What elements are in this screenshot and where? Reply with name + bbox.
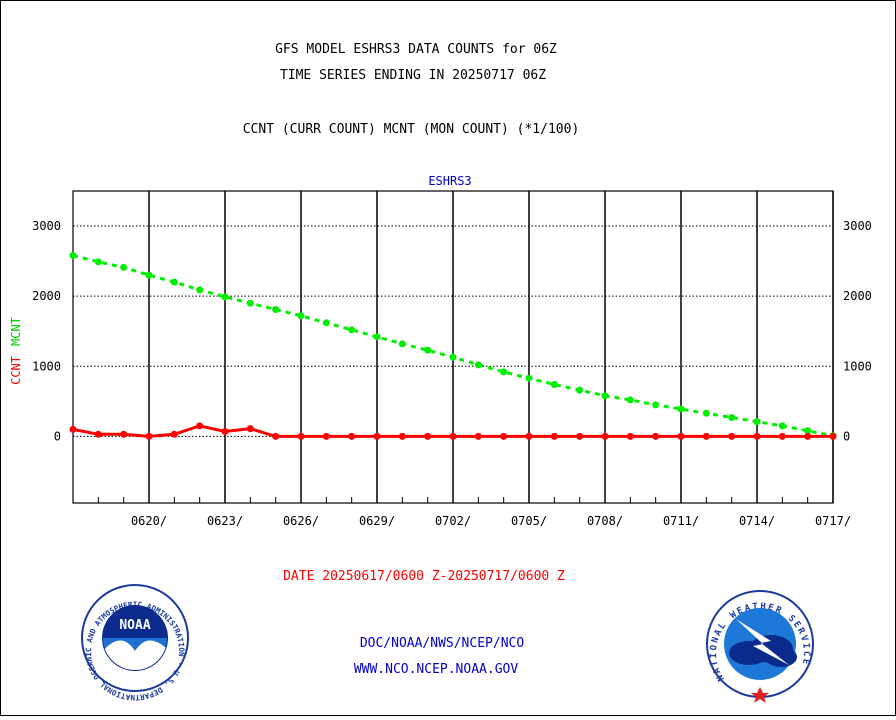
data-point-ccnt [398,432,406,440]
data-point-mcnt [500,368,508,376]
data-point-mcnt [246,299,254,307]
chart-subtitle: CCNT (CURR COUNT) MCNT (MON COUNT) (*1/1… [243,122,580,137]
x-tick-label: 0714/ [739,514,775,528]
data-point-ccnt [525,432,533,440]
data-point-mcnt [652,401,660,409]
data-point-mcnt [145,271,153,279]
data-point-mcnt [753,418,761,426]
data-point-ccnt [322,432,330,440]
x-tick-label: 0629/ [359,514,395,528]
data-point-ccnt [94,430,102,438]
data-point-mcnt [424,346,432,354]
x-tick-label: 0626/ [283,514,319,528]
data-point-mcnt [525,374,533,382]
data-point-mcnt [601,392,609,400]
data-point-mcnt [702,409,710,417]
y-tick-label-right: 1000 [843,359,872,373]
data-point-ccnt [246,425,254,433]
data-point-mcnt [322,319,330,327]
data-point-ccnt [170,430,178,438]
x-tick-label: 0708/ [587,514,623,528]
data-point-ccnt [449,432,457,440]
chart-title-line2: TIME SERIES ENDING IN 20250717 06Z [280,68,546,83]
data-point-ccnt [69,425,77,433]
x-tick-label: 0705/ [511,514,547,528]
date-range-label: DATE 20250617/0600 Z-20250717/0600 Z [283,569,565,584]
data-point-mcnt [94,258,102,266]
x-tick-label: 0702/ [435,514,471,528]
y-tick-label-right: 2000 [843,289,872,303]
y-axis-label-mcnt: MCNT [9,317,23,346]
data-point-mcnt [550,381,558,389]
data-point-ccnt [677,432,685,440]
series-lines [69,252,837,440]
x-tick-label: 0717/ [815,514,851,528]
data-point-ccnt [702,432,710,440]
data-point-mcnt [348,326,356,334]
data-point-mcnt [576,386,584,394]
data-point-mcnt [120,263,128,271]
x-tick-label: 0620/ [131,514,167,528]
data-point-mcnt [778,422,786,430]
data-point-mcnt [196,286,204,294]
y-tick-label-right: 3000 [843,219,872,233]
url-line: WWW.NCO.NCEP.NOAA.GOV [354,662,519,677]
data-point-mcnt [170,278,178,286]
data-point-ccnt [145,432,153,440]
chart-title-line1: GFS MODEL ESHRS3 DATA COUNTS for 06Z [275,42,557,57]
y-axis-label: CCNT MCNT [9,317,23,385]
panel-label: ESHRS3 [428,174,471,188]
data-point-ccnt [753,432,761,440]
data-point-ccnt [804,432,812,440]
data-point-mcnt [474,361,482,369]
data-point-ccnt [829,432,837,440]
data-point-ccnt [474,432,482,440]
grid-lines [72,191,834,503]
y-tick-label-left: 3000 [32,219,61,233]
data-point-ccnt [221,427,229,435]
data-point-ccnt [297,432,305,440]
data-point-mcnt [272,305,280,313]
org-line: DOC/NOAA/NWS/NCEP/NCO [360,636,525,651]
tick-labels: 0 0 1000 1000 2000 2000 3000 3000 0620/0623/0626… [32,219,872,528]
data-point-mcnt [398,340,406,348]
y-tick-label-left: 0 [54,429,61,443]
data-point-ccnt [348,432,356,440]
data-point-ccnt [601,432,609,440]
data-point-mcnt [728,413,736,421]
data-point-mcnt [677,405,685,413]
data-point-ccnt [424,432,432,440]
data-point-mcnt [449,353,457,361]
data-point-mcnt [373,333,381,341]
data-point-ccnt [550,432,558,440]
y-tick-label-right: 0 [843,429,850,443]
x-tick-label: 0711/ [663,514,699,528]
y-tick-label-left: 2000 [32,289,61,303]
y-tick-label-left: 1000 [32,359,61,373]
data-point-ccnt [778,432,786,440]
data-point-ccnt [576,432,584,440]
data-point-ccnt [120,430,128,438]
data-point-ccnt [626,432,634,440]
data-point-mcnt [626,396,634,404]
noaa-logo: NATIONAL OCEANIC AND ATMOSPHERIC ADMINIS… [0,0,189,702]
data-point-mcnt [804,427,812,435]
data-point-ccnt [373,432,381,440]
y-axis-label-ccnt: CCNT [9,356,23,385]
data-point-mcnt [69,252,77,260]
data-point-mcnt [221,293,229,301]
x-tick-label: 0623/ [207,514,243,528]
data-point-ccnt [500,432,508,440]
data-point-ccnt [728,432,736,440]
data-point-ccnt [652,432,660,440]
noaa-logo-text: NOAA [119,618,150,633]
data-point-mcnt [297,312,305,320]
nws-logo: NATIONAL WEATHER SERVICE [706,590,814,703]
data-point-ccnt [272,432,280,440]
data-point-ccnt [196,422,204,430]
